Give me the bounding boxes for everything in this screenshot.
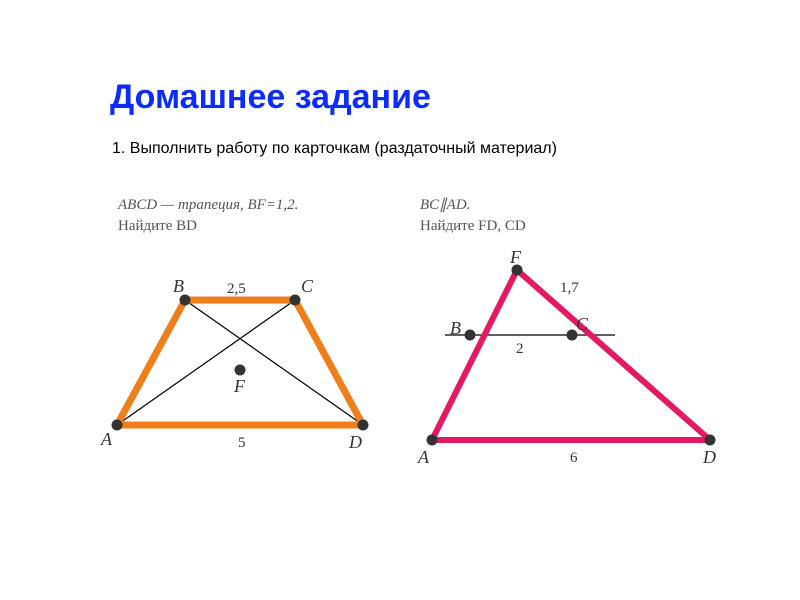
svg-text:D: D (348, 432, 362, 452)
svg-text:2: 2 (516, 341, 524, 357)
svg-text:1,7: 1,7 (560, 280, 579, 296)
svg-text:B: B (450, 318, 461, 338)
svg-text:C: C (576, 314, 589, 334)
problem1-line1: ABCD — трапеция, BF=1,2. (118, 197, 298, 213)
svg-text:F: F (509, 250, 522, 267)
svg-text:A: A (417, 447, 430, 467)
svg-text:6: 6 (570, 450, 578, 466)
svg-text:C: C (301, 276, 314, 296)
svg-text:2,5: 2,5 (227, 281, 246, 297)
problem2-text: BC∥AD. Найдите FD, CD (420, 195, 526, 237)
problem2-line2: Найдите FD, CD (420, 218, 526, 234)
problem1-text: ABCD — трапеция, BF=1,2. Найдите BD (118, 195, 298, 237)
diagram-trapezoid: A B C D F 2,5 5 (95, 265, 395, 465)
svg-text:A: A (100, 429, 113, 449)
diagram-triangle: A B F C D 1,7 2 6 (410, 250, 750, 470)
page-title: Домашнее задание (110, 78, 431, 117)
instruction-text: 1. Выполнить работу по карточкам (раздат… (112, 140, 557, 158)
problem1-line2: Найдите BD (118, 218, 197, 234)
svg-text:B: B (173, 276, 184, 296)
svg-text:D: D (702, 447, 716, 467)
svg-text:F: F (233, 376, 246, 396)
slide: Домашнее задание 1. Выполнить работу по … (0, 0, 800, 600)
svg-text:5: 5 (238, 435, 246, 451)
problem2-line1: BC∥AD. (420, 197, 470, 213)
